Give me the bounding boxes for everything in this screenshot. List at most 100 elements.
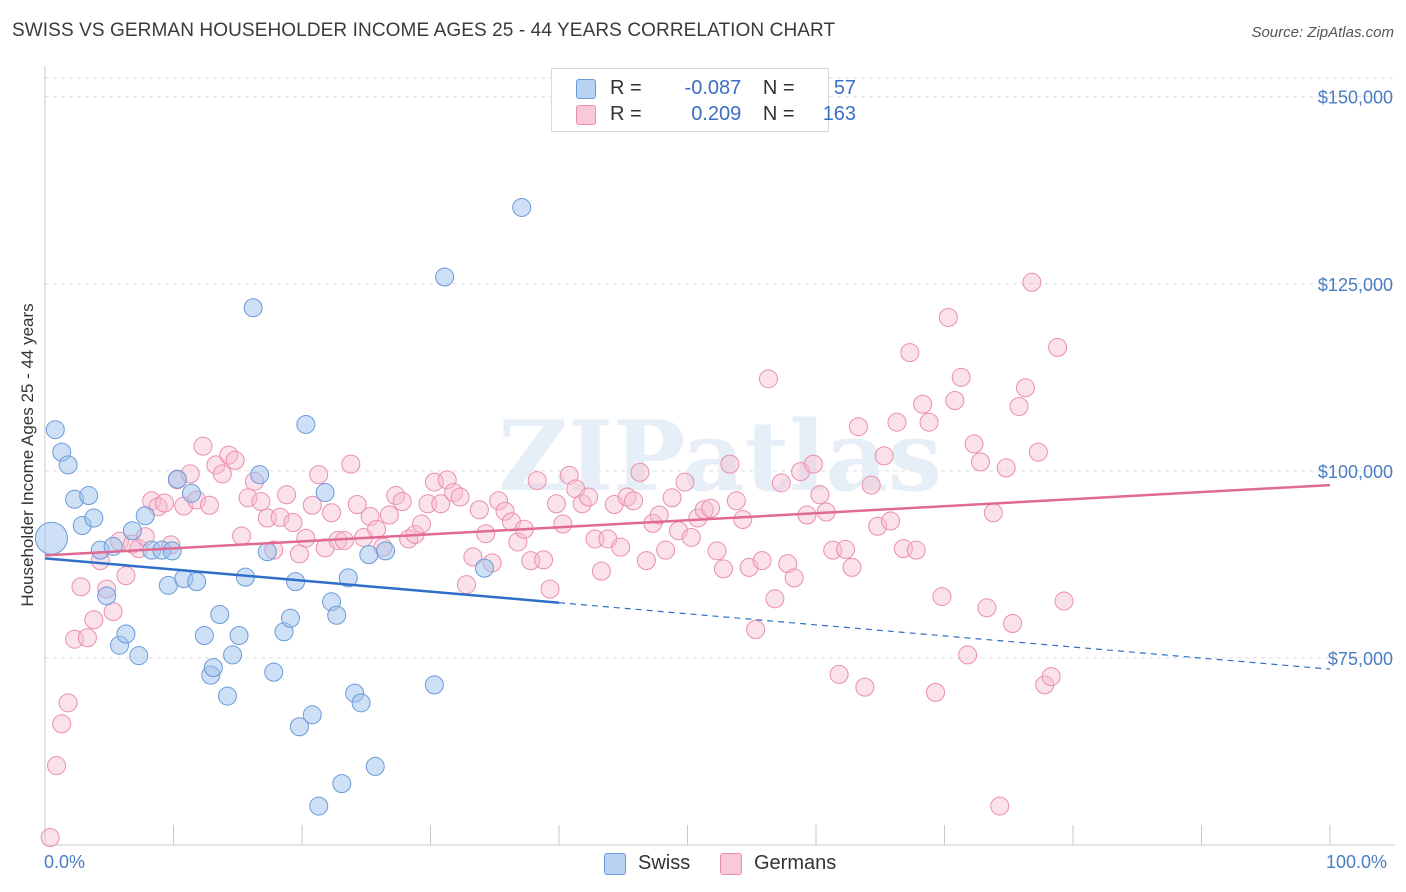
germans-point bbox=[579, 487, 599, 507]
swiss-point bbox=[203, 658, 223, 678]
germans-point bbox=[733, 509, 753, 529]
swiss-point bbox=[181, 483, 201, 503]
swiss-point bbox=[332, 774, 352, 794]
germans-point bbox=[842, 557, 862, 577]
swiss-point bbox=[116, 624, 136, 644]
chart-title: SWISS VS GERMAN HOUSEHOLDER INCOME AGES … bbox=[12, 20, 836, 41]
germans-point bbox=[251, 492, 271, 512]
x-tick-min: 0.0% bbox=[44, 852, 86, 872]
watermark: ZIPatlas bbox=[498, 400, 942, 513]
swiss-point bbox=[435, 267, 455, 287]
germans-point bbox=[630, 462, 650, 482]
germans-point bbox=[624, 491, 644, 511]
swiss-point bbox=[187, 572, 207, 592]
germans-point bbox=[392, 492, 412, 512]
legend-stats-germans: R = 0.209 N = 163 bbox=[610, 103, 856, 126]
germans-point bbox=[681, 527, 701, 547]
germans-point bbox=[199, 495, 219, 515]
germans-point bbox=[1028, 442, 1048, 462]
germans-point bbox=[437, 470, 457, 490]
swiss-point bbox=[280, 608, 300, 628]
swiss-point bbox=[45, 420, 65, 440]
swiss-point bbox=[327, 605, 347, 625]
germans-point bbox=[527, 471, 547, 491]
germans-legend-swatch bbox=[720, 853, 742, 875]
x-tick-max: 100.0% bbox=[1326, 852, 1388, 872]
germans-point bbox=[784, 568, 804, 588]
germans-point bbox=[155, 493, 175, 513]
germans-point bbox=[970, 452, 990, 472]
swiss-trend-line bbox=[44, 557, 560, 604]
germans-point bbox=[746, 619, 766, 639]
germans-point bbox=[803, 454, 823, 474]
germans-points bbox=[40, 272, 1074, 848]
germans-point bbox=[964, 434, 984, 454]
swiss-point bbox=[58, 455, 78, 475]
swiss-point bbox=[338, 568, 358, 588]
swiss-point bbox=[129, 646, 149, 666]
swiss-point bbox=[351, 693, 371, 713]
germans-point bbox=[591, 561, 611, 581]
germans-point bbox=[232, 526, 252, 546]
swiss-legend-label: Swiss bbox=[638, 852, 691, 874]
germans-point bbox=[1054, 591, 1074, 611]
germans-point bbox=[868, 516, 888, 536]
germans-point bbox=[116, 566, 136, 586]
germans-point bbox=[977, 598, 997, 618]
swiss-point bbox=[296, 414, 316, 434]
germans-point bbox=[347, 495, 367, 515]
germans-point bbox=[1022, 272, 1042, 292]
germans-point bbox=[938, 307, 958, 327]
germans-point bbox=[71, 577, 91, 597]
germans-point bbox=[456, 575, 476, 595]
germans-point bbox=[887, 412, 907, 432]
swiss-point bbox=[97, 586, 117, 606]
germans-point bbox=[450, 487, 470, 507]
germans-point bbox=[193, 436, 213, 456]
germans-point bbox=[309, 465, 329, 485]
germans-point bbox=[367, 519, 387, 539]
germans-point bbox=[463, 547, 483, 567]
germans-point bbox=[951, 367, 971, 387]
germans-point bbox=[495, 501, 515, 521]
germans-point bbox=[58, 693, 78, 713]
swiss-point bbox=[243, 298, 263, 318]
swiss-point bbox=[135, 506, 155, 526]
germans-point bbox=[983, 503, 1003, 523]
germans-point bbox=[919, 412, 939, 432]
germans-point bbox=[611, 537, 631, 557]
swiss-point bbox=[34, 521, 68, 555]
germans-point bbox=[1048, 337, 1068, 357]
swiss-point bbox=[223, 645, 243, 665]
chart-source: Source: ZipAtlas.com bbox=[1251, 24, 1394, 41]
germans-point bbox=[534, 550, 554, 570]
germans-point bbox=[874, 446, 894, 466]
swiss-swatch bbox=[576, 79, 596, 99]
germans-point bbox=[990, 796, 1010, 816]
germans-swatch bbox=[576, 105, 596, 125]
germans-point bbox=[932, 587, 952, 607]
germans-point bbox=[848, 417, 868, 437]
n-value: 57 bbox=[833, 77, 857, 99]
swiss-point bbox=[365, 756, 385, 776]
swiss-point bbox=[376, 541, 396, 561]
germans-point bbox=[270, 507, 290, 527]
swiss-point bbox=[194, 625, 214, 645]
swiss-point bbox=[229, 625, 249, 645]
germans-point bbox=[431, 494, 451, 514]
germans-point bbox=[546, 494, 566, 514]
germans-point bbox=[52, 714, 72, 734]
germans-point bbox=[360, 506, 380, 526]
watermark-text: ZIPatlas bbox=[498, 400, 942, 513]
n-label: N = bbox=[762, 103, 795, 125]
germans-point bbox=[77, 628, 97, 648]
germans-point bbox=[707, 541, 727, 561]
swiss-point bbox=[264, 662, 284, 682]
germans-point bbox=[752, 551, 772, 571]
germans-point bbox=[489, 491, 509, 511]
germans-point bbox=[836, 539, 856, 559]
swiss-point bbox=[474, 558, 494, 578]
germans-point bbox=[47, 756, 67, 776]
germans-point bbox=[212, 464, 232, 484]
germans-point bbox=[225, 450, 245, 470]
